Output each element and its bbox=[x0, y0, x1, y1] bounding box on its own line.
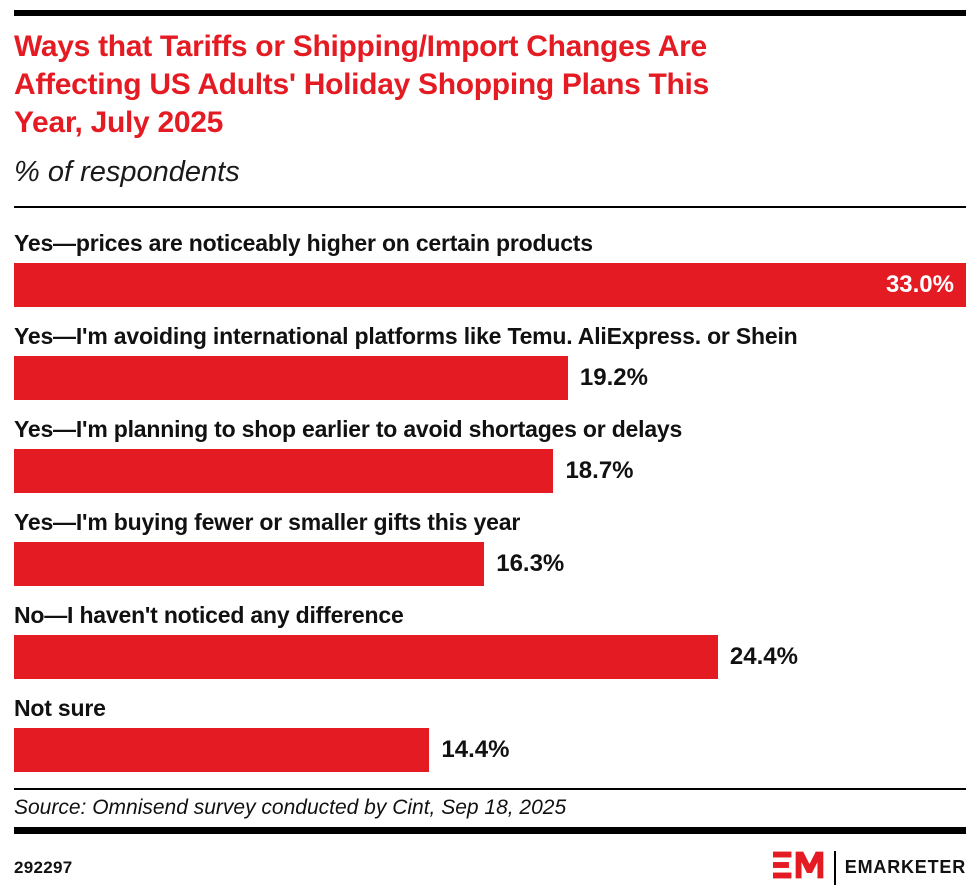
brand-wordmark: EMARKETER bbox=[844, 857, 966, 877]
bar-track: 16.3% bbox=[14, 542, 966, 586]
bar-group: Yes—I'm avoiding international platforms… bbox=[14, 323, 966, 400]
source-divider-rule bbox=[14, 788, 966, 790]
chart-title: Ways that Tariffs or Shipping/Import Cha… bbox=[14, 30, 709, 139]
bar-group: Yes—prices are noticeably higher on cert… bbox=[14, 230, 966, 307]
bar-chart: Yes—prices are noticeably higher on cert… bbox=[14, 208, 966, 772]
bar bbox=[14, 542, 485, 586]
bar bbox=[14, 635, 718, 679]
bar bbox=[14, 356, 568, 400]
emarketer-monogram-icon bbox=[772, 848, 825, 887]
bar-group: No—I haven't noticed any difference 24.4% bbox=[14, 602, 966, 679]
bottom-rule bbox=[14, 827, 966, 834]
bar-value-label: 18.7% bbox=[565, 457, 634, 484]
bar-track: 24.4% bbox=[14, 635, 966, 679]
source-note: Source: Omnisend survey conducted by Cin… bbox=[14, 796, 567, 819]
bar-category-label: Yes—I'm planning to shop earlier to avoi… bbox=[14, 416, 683, 442]
chart-id: 292297 bbox=[14, 857, 73, 877]
bar-track: 19.2% bbox=[14, 356, 966, 400]
bar: 33.0% bbox=[14, 263, 966, 307]
bar-value-label: 16.3% bbox=[496, 550, 565, 577]
bar-category-label: Yes—prices are noticeably higher on cert… bbox=[14, 230, 593, 256]
header-divider-rule bbox=[14, 206, 966, 208]
bar-track: 14.4% bbox=[14, 728, 966, 772]
brand-divider bbox=[833, 850, 836, 885]
chart-subtitle: % of respondents bbox=[14, 156, 240, 188]
bar-track: 18.7% bbox=[14, 449, 966, 493]
bar-category-label: No—I haven't noticed any difference bbox=[14, 602, 404, 628]
bar-track: 33.0% bbox=[14, 263, 966, 307]
bar bbox=[14, 449, 554, 493]
top-rule bbox=[14, 10, 966, 16]
bar-category-label: Yes—I'm buying fewer or smaller gifts th… bbox=[14, 509, 521, 535]
bar-group: Not sure 14.4% bbox=[14, 695, 966, 772]
brand-logo: EMARKETER bbox=[772, 848, 966, 887]
bar-group: Yes—I'm buying fewer or smaller gifts th… bbox=[14, 509, 966, 586]
bar-category-label: Not sure bbox=[14, 695, 106, 721]
bar-value-label: 14.4% bbox=[441, 736, 510, 763]
footer: 292297 EMARKETER bbox=[14, 834, 966, 887]
bar-value-label: 24.4% bbox=[729, 643, 798, 670]
bar-value-label: 19.2% bbox=[579, 364, 648, 391]
bar bbox=[14, 728, 430, 772]
bar-group: Yes—I'm planning to shop earlier to avoi… bbox=[14, 416, 966, 493]
bar-category-label: Yes—I'm avoiding international platforms… bbox=[14, 323, 798, 349]
bar-value-label: 33.0% bbox=[885, 271, 954, 298]
